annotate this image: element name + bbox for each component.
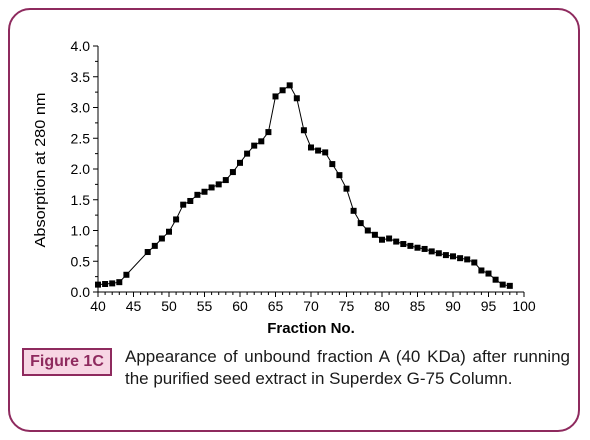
data-point [215,181,222,188]
data-point [414,244,421,251]
data-point [407,242,414,249]
data-point [506,282,513,289]
data-point [343,185,350,192]
data-point [428,248,435,255]
y-axis-label: Absorption at 280 nm [32,93,49,248]
data-point [116,279,123,286]
x-tick-label: 85 [410,298,426,314]
axes: 0.0 0.5 1.0 1.5 2.0 2.5 3.0 3.5 4.0 40 45 50 55 60 65 7… [71,38,536,314]
data-point [421,245,428,252]
data-point [499,281,506,288]
data-point [123,271,130,278]
data-point [279,87,286,94]
data-point [102,281,109,288]
data-point [244,150,251,157]
caption-text: Appearance of unbound fraction A (40 KDa… [125,347,570,388]
x-tick-label: 40 [90,298,106,314]
data-point [435,250,442,257]
data-point [464,256,471,263]
data-point [457,255,464,262]
data-point [158,235,165,242]
data-point [180,201,187,208]
data-point [151,242,158,249]
data-point [393,238,400,245]
data-point [357,220,364,227]
data-point [300,127,307,134]
x-tick-label: 75 [339,298,355,314]
data-point [336,172,343,179]
x-tick-label: 45 [126,298,142,314]
data-point [379,236,385,243]
data-point [194,191,201,198]
data-point [173,216,180,223]
data-point [471,259,478,266]
x-tick-label: 100 [512,298,536,314]
y-tick-label: 2.5 [71,130,91,146]
data-point [286,82,293,89]
y-tick-label: 0.5 [71,253,91,269]
data-point [315,147,322,154]
data-point [229,169,236,176]
x-tick-label: 95 [481,298,497,314]
y-tick-label: 2.0 [71,161,91,177]
data-point [350,207,357,214]
data-point [109,280,116,287]
data-point [144,249,151,256]
data-point [442,252,449,259]
data-point [166,228,172,235]
x-tick-label: 70 [303,298,319,314]
data-point [293,95,300,102]
y-tick-label: 3.0 [71,100,91,116]
y-tick-label: 3.5 [71,69,91,85]
y-tick-label: 1.5 [71,192,91,208]
x-axis-label: Fraction No. [267,320,355,337]
x-tick-label: 60 [232,298,248,314]
figure-label: Figure 1C [22,348,112,376]
x-tick-label: 80 [374,298,390,314]
data-point [450,253,456,260]
data-series [95,82,513,289]
x-tick-label: 65 [268,298,284,314]
data-point [329,161,336,168]
data-point [201,188,208,195]
data-point [485,270,492,277]
data-point [258,138,265,145]
x-tick-label: 50 [161,298,177,314]
data-point [265,129,272,136]
data-point [95,281,101,288]
y-tick-label: 4.0 [71,38,91,54]
data-point [400,241,407,248]
x-tick-label: 90 [445,298,461,314]
data-point [364,227,371,234]
data-point [208,184,215,191]
y-tick-label: 1.0 [71,223,91,239]
data-point [492,276,499,283]
data-point [272,93,279,100]
x-tick-label: 55 [197,298,213,314]
data-point [371,231,378,238]
data-point [222,177,229,184]
data-point [386,235,393,242]
data-point [251,142,258,149]
data-point [478,267,485,274]
data-point [308,144,314,151]
data-point [187,197,194,204]
data-point [322,149,329,156]
data-point [237,159,243,166]
y-tick-label: 0.0 [71,284,91,300]
